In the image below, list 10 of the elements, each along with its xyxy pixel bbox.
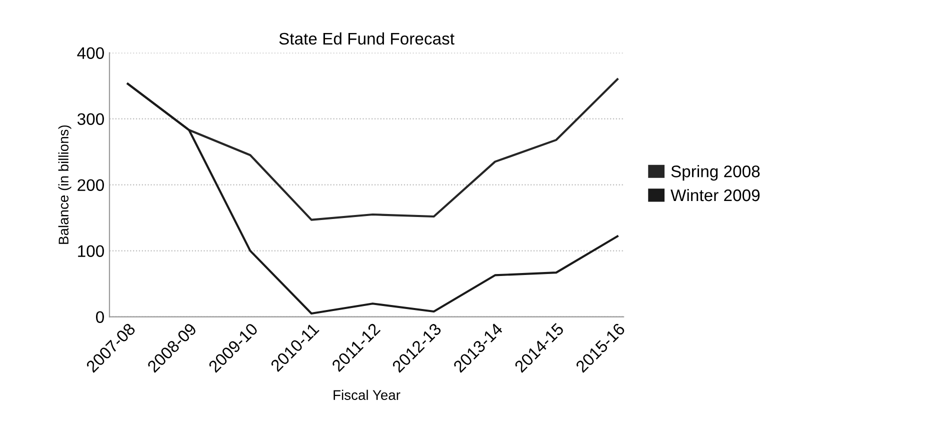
chart-title: State Ed Fund Forecast [279,32,454,45]
legend-label: Spring 2008 [671,165,760,181]
y-axis-title: Balance (in billions) [58,125,72,244]
y-tick-label: 100 [78,245,104,258]
x-axis-title: Fiscal Year [334,390,400,400]
y-tick-label: 0 [96,311,104,324]
y-tick-label: 400 [77,47,104,60]
y-tick-label: 200 [78,179,104,192]
y-tick-label: 300 [77,113,104,126]
legend-label: Winter 2009 [670,188,760,202]
